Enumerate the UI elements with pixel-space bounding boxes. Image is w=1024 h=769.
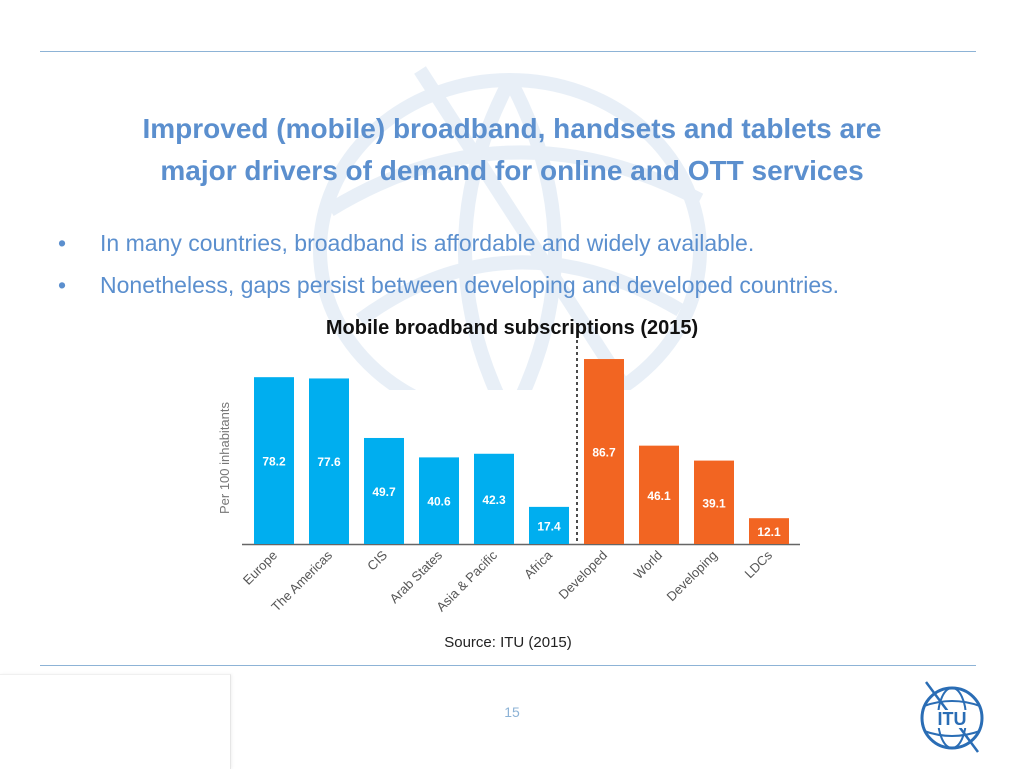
top-divider — [40, 51, 976, 52]
category-tick-label: LDCs — [742, 547, 776, 581]
bullet-item: • In many countries, broadband is afforda… — [58, 228, 754, 258]
bar-value-label: 49.7 — [372, 485, 396, 499]
bar-value-label: 77.6 — [317, 455, 341, 469]
slide-title-line-2: major drivers of demand for online and O… — [160, 155, 864, 186]
bar — [419, 457, 459, 544]
category-tick-label: Arab States — [386, 547, 445, 606]
y-axis-label: Per 100 inhabitants — [217, 401, 232, 514]
bar-value-label: 46.1 — [647, 489, 671, 503]
itu-globe-watermark — [313, 66, 707, 390]
category-tick-label: CIS — [364, 547, 390, 573]
bullet-text: In many countries, broadband is affordab… — [100, 230, 755, 256]
bar-value-label: 12.1 — [757, 525, 781, 539]
bullet-dot-icon: • — [58, 230, 67, 256]
category-tick-label: Europe — [240, 548, 280, 588]
bar-value-label: 78.2 — [262, 455, 286, 469]
chart-title: Mobile broadband subscriptions (2015) — [325, 317, 699, 339]
category-tick-label: Africa — [521, 547, 556, 582]
source-note: Source: ITU (2015) — [444, 634, 572, 651]
category-tick-label: Asia & Pacific — [433, 547, 500, 614]
bar — [364, 437, 404, 544]
bar-value-label: 40.6 — [427, 495, 451, 509]
bar — [474, 453, 514, 544]
bottom-divider — [40, 665, 976, 666]
category-tick-label: The Americas — [268, 547, 335, 614]
bar — [529, 506, 569, 544]
bar — [694, 460, 734, 544]
bar-value-label: 86.7 — [592, 446, 616, 460]
bar — [749, 518, 789, 544]
bar — [254, 377, 294, 544]
bar — [639, 445, 679, 544]
category-tick-label: Developing — [664, 548, 721, 605]
bar-value-label: 17.4 — [537, 519, 561, 533]
bar-value-label: 39.1 — [702, 496, 726, 510]
bullet-dot-icon: • — [58, 272, 67, 298]
itu-logo-icon: ITU — [920, 681, 984, 753]
page-number: 15 — [504, 704, 520, 720]
bullet-text: Nonetheless, gaps persist between develo… — [100, 272, 840, 298]
bullet-item: • Nonetheless, gaps persist between devel… — [58, 270, 839, 300]
footer-corner-panel — [0, 674, 231, 769]
category-tick-label: Developed — [556, 548, 611, 603]
category-tick-label: World — [631, 548, 665, 582]
bar — [309, 378, 349, 544]
slide-title-line-1: Improved (mobile) broadband, handsets an… — [142, 113, 882, 144]
itu-logo-text: ITU — [938, 709, 967, 729]
bar-value-label: 42.3 — [482, 493, 506, 507]
